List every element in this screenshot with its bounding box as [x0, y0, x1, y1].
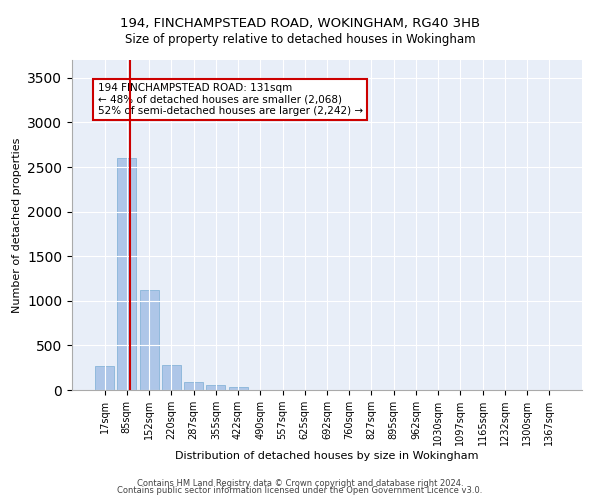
- Bar: [229, 387, 248, 390]
- Text: Contains public sector information licensed under the Open Government Licence v3: Contains public sector information licen…: [118, 486, 482, 495]
- Text: 194 FINCHAMPSTEAD ROAD: 131sqm
← 48% of detached houses are smaller (2,068)
52% : 194 FINCHAMPSTEAD ROAD: 131sqm ← 48% of …: [97, 83, 362, 116]
- Y-axis label: Number of detached properties: Number of detached properties: [11, 138, 22, 312]
- Text: 194, FINCHAMPSTEAD ROAD, WOKINGHAM, RG40 3HB: 194, FINCHAMPSTEAD ROAD, WOKINGHAM, RG40…: [120, 18, 480, 30]
- Text: Contains HM Land Registry data © Crown copyright and database right 2024.: Contains HM Land Registry data © Crown c…: [137, 478, 463, 488]
- Bar: [184, 382, 203, 390]
- Text: Size of property relative to detached houses in Wokingham: Size of property relative to detached ho…: [125, 32, 475, 46]
- X-axis label: Distribution of detached houses by size in Wokingham: Distribution of detached houses by size …: [175, 451, 479, 461]
- Bar: [140, 290, 158, 390]
- Bar: [118, 158, 136, 390]
- Bar: [206, 385, 225, 390]
- Bar: [162, 365, 181, 390]
- Bar: [95, 366, 114, 390]
